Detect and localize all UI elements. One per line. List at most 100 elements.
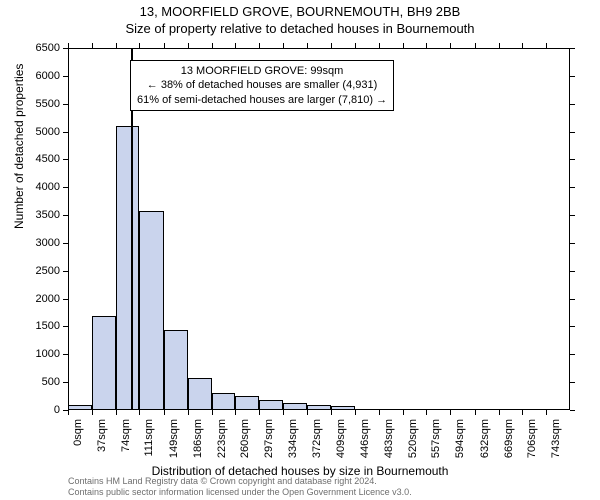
y-tick-label: 4500 [0, 153, 60, 165]
y-tick-mark [570, 215, 575, 216]
x-tick-mark [355, 410, 356, 415]
title-line1: 13, MOORFIELD GROVE, BOURNEMOUTH, BH9 2B… [0, 4, 600, 19]
x-tick-label: 334sqm [287, 419, 299, 469]
x-tick-label: 632sqm [479, 419, 491, 469]
x-tick-mark [546, 43, 547, 48]
x-tick-mark [188, 43, 189, 48]
x-tick-label: 186sqm [192, 419, 204, 469]
y-tick-label: 3000 [0, 237, 60, 249]
footer-line1: Contains HM Land Registry data © Crown c… [68, 476, 412, 487]
x-tick-mark [212, 43, 213, 48]
y-tick-label: 4000 [0, 181, 60, 193]
x-tick-mark [450, 43, 451, 48]
title-line2: Size of property relative to detached ho… [0, 21, 600, 36]
x-axis-line-top [68, 48, 570, 49]
y-tick-mark [63, 132, 68, 133]
histogram-bar [235, 396, 259, 410]
x-tick-label: 74sqm [120, 419, 132, 469]
x-tick-mark [522, 410, 523, 415]
histogram-bar [212, 393, 236, 410]
x-tick-mark [475, 43, 476, 48]
histogram-bar [307, 405, 331, 410]
x-tick-mark [499, 410, 500, 415]
x-tick-label: 260sqm [239, 419, 251, 469]
y-tick-mark [63, 299, 68, 300]
x-tick-mark [68, 43, 69, 48]
histogram-bar [188, 378, 212, 410]
x-tick-mark [259, 410, 260, 415]
x-tick-mark [475, 410, 476, 415]
x-tick-mark [331, 43, 332, 48]
x-tick-label: 37sqm [96, 419, 108, 469]
x-tick-mark [379, 43, 380, 48]
x-tick-mark [403, 410, 404, 415]
y-tick-label: 2000 [0, 293, 60, 305]
y-tick-label: 2500 [0, 265, 60, 277]
y-axis-line [68, 48, 69, 410]
y-tick-mark [570, 326, 575, 327]
y-tick-label: 0 [0, 404, 60, 416]
x-tick-mark [403, 43, 404, 48]
y-tick-mark [63, 48, 68, 49]
x-tick-label: 0sqm [72, 419, 84, 469]
histogram-bar [139, 211, 163, 410]
histogram-bar [331, 406, 355, 410]
y-tick-mark [570, 76, 575, 77]
x-tick-label: 223sqm [216, 419, 228, 469]
x-tick-mark [235, 43, 236, 48]
y-tick-mark [63, 326, 68, 327]
x-tick-label: 743sqm [550, 419, 562, 469]
y-tick-mark [570, 132, 575, 133]
x-tick-label: 669sqm [503, 419, 515, 469]
x-tick-mark [426, 410, 427, 415]
x-tick-mark [355, 43, 356, 48]
y-tick-label: 6500 [0, 42, 60, 54]
y-tick-label: 5500 [0, 98, 60, 110]
x-tick-mark [307, 43, 308, 48]
x-tick-label: 409sqm [335, 419, 347, 469]
y-tick-mark [570, 48, 575, 49]
x-tick-mark [92, 43, 93, 48]
x-tick-mark [139, 410, 140, 415]
y-tick-mark [570, 104, 575, 105]
y-tick-mark [63, 243, 68, 244]
y-tick-mark [570, 243, 575, 244]
annotation-line3: 61% of semi-detached houses are larger (… [137, 93, 387, 107]
chart-container: 13, MOORFIELD GROVE, BOURNEMOUTH, BH9 2B… [0, 0, 600, 500]
x-tick-mark [212, 410, 213, 415]
y-tick-mark [570, 299, 575, 300]
x-tick-label: 557sqm [430, 419, 442, 469]
x-tick-mark [450, 410, 451, 415]
histogram-bar [68, 405, 92, 410]
footer: Contains HM Land Registry data © Crown c… [68, 476, 412, 499]
x-tick-label: 446sqm [359, 419, 371, 469]
x-tick-label: 111sqm [143, 419, 155, 469]
y-axis-label: Number of detached properties [12, 64, 26, 229]
y-tick-mark [63, 76, 68, 77]
x-tick-label: 520sqm [407, 419, 419, 469]
x-tick-mark [283, 410, 284, 415]
histogram-bar [116, 126, 140, 410]
x-tick-mark [68, 410, 69, 415]
y-tick-mark [63, 271, 68, 272]
x-tick-mark [499, 43, 500, 48]
y-tick-mark [570, 271, 575, 272]
x-tick-label: 297sqm [263, 419, 275, 469]
y-axis-line-right [569, 48, 570, 410]
x-tick-mark [164, 410, 165, 415]
y-tick-mark [570, 159, 575, 160]
x-tick-mark [379, 410, 380, 415]
histogram-bar [92, 316, 116, 410]
x-tick-label: 372sqm [311, 419, 323, 469]
x-tick-mark [546, 410, 547, 415]
x-tick-label: 706sqm [526, 419, 538, 469]
x-tick-mark [116, 43, 117, 48]
x-tick-mark [92, 410, 93, 415]
x-tick-mark [259, 43, 260, 48]
y-tick-label: 500 [0, 376, 60, 388]
y-tick-mark [570, 187, 575, 188]
x-tick-mark [235, 410, 236, 415]
y-tick-mark [63, 187, 68, 188]
y-tick-mark [570, 354, 575, 355]
y-tick-label: 1000 [0, 348, 60, 360]
